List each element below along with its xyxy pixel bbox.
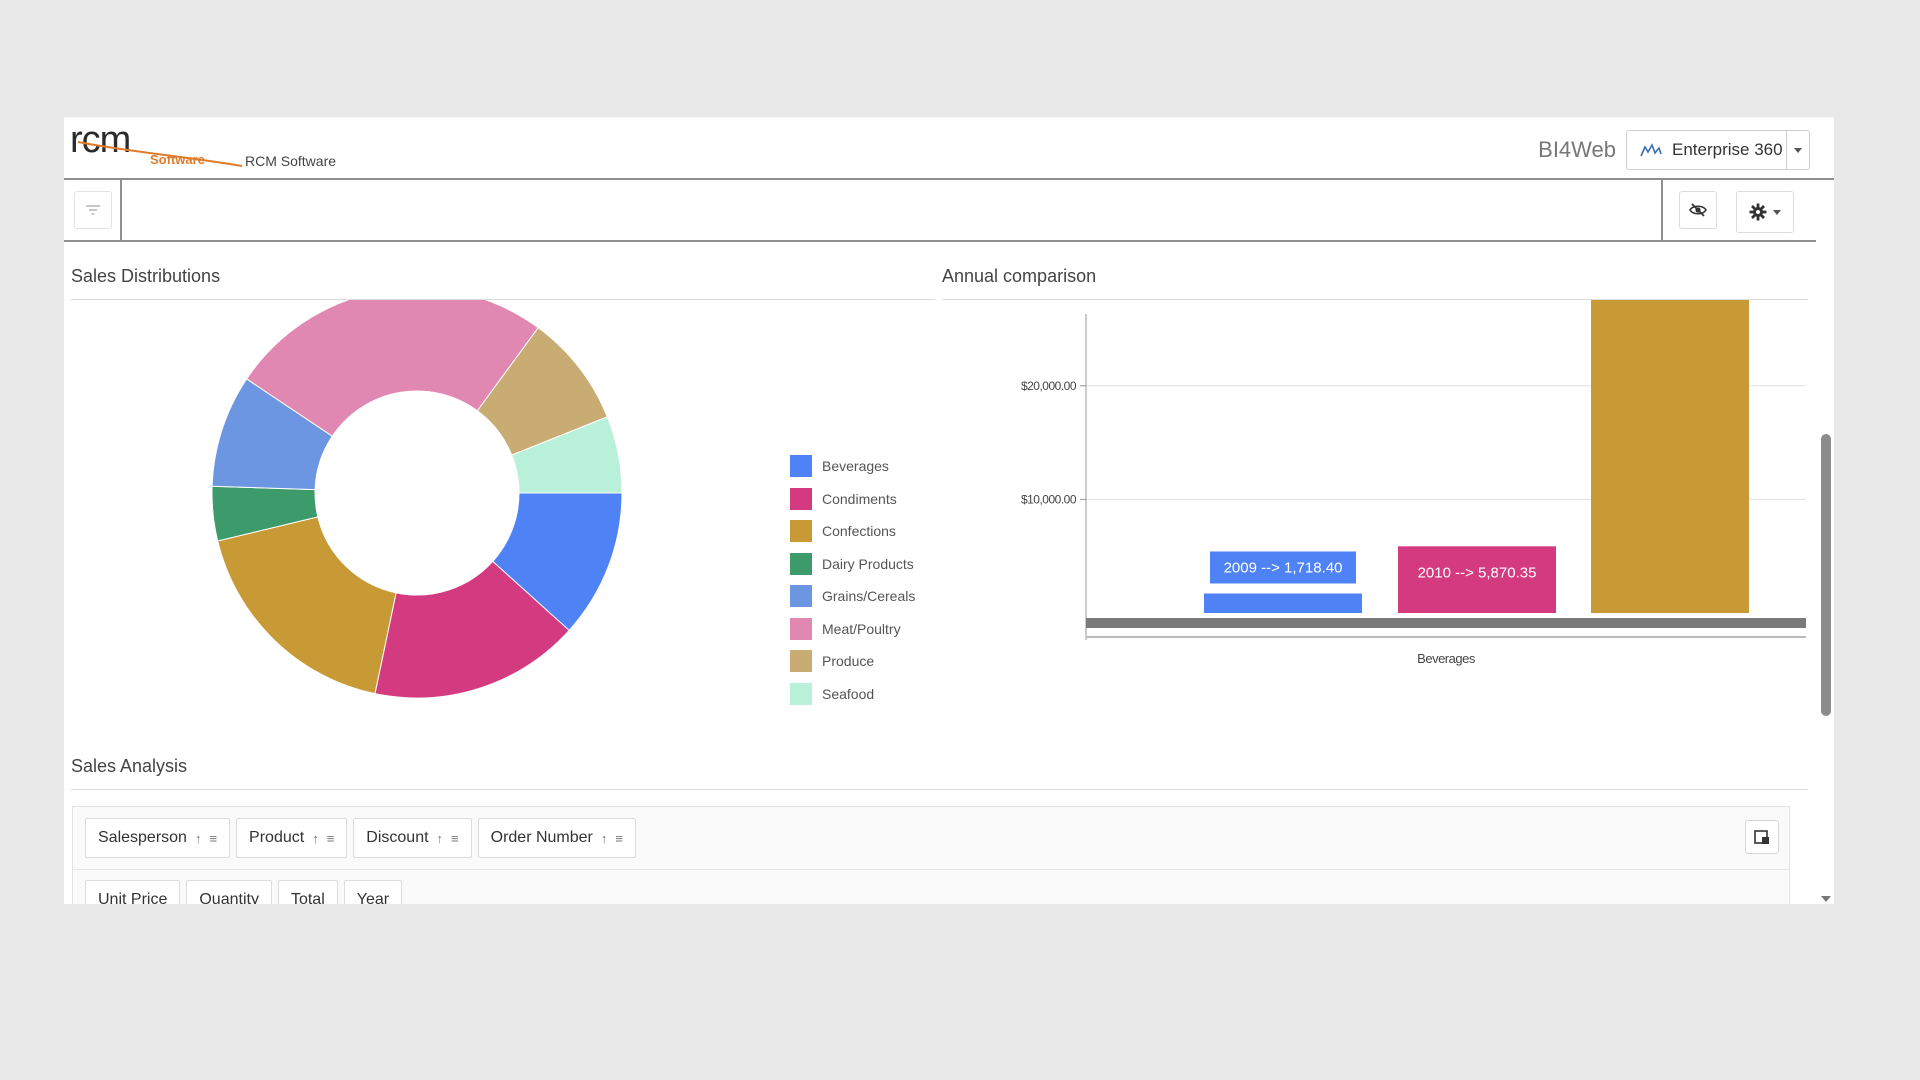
bar-2009[interactable] (1204, 593, 1362, 613)
scrollbar-thumb[interactable] (1821, 434, 1831, 716)
legend-swatch (790, 520, 812, 543)
legend-label: Meat/Poultry (822, 620, 901, 637)
vertical-scrollbar[interactable] (1818, 314, 1834, 904)
donut-slice-condiments[interactable] (374, 560, 570, 699)
field-chip-label: Quantity (199, 891, 259, 904)
filter-icon[interactable]: ≡ (209, 830, 218, 846)
filter-button[interactable] (74, 191, 112, 229)
settings-button[interactable] (1736, 191, 1794, 233)
app-selector-label: Enterprise 360 (1672, 140, 1783, 159)
field-chip-product[interactable]: Product ↑ ≡ (236, 818, 348, 858)
data-label: 2010 --> 5,870.35 (1418, 564, 1537, 581)
scroll-down-arrow[interactable] (1821, 896, 1831, 902)
hide-button[interactable] (1679, 191, 1717, 229)
field-chip-label: Discount (366, 829, 429, 846)
legend-label: Grains/Cereals (822, 588, 916, 605)
field-chip-total[interactable]: Total (277, 880, 338, 904)
gear-icon (1749, 203, 1767, 221)
legend-label: Produce (822, 653, 875, 670)
svg-text:Software: Software (150, 152, 205, 167)
pivot-fields-row: Unit Price Quantity Total Year (85, 880, 403, 904)
donut-slice-seafood[interactable] (511, 416, 623, 494)
header: rcm Software RCM Software BI4Web Enterpr… (64, 118, 1834, 180)
sort-icon[interactable]: ↑ (436, 830, 444, 846)
app-selector-dropdown[interactable] (1786, 131, 1809, 169)
legend-swatch (790, 487, 812, 510)
sort-icon[interactable]: ↑ (194, 830, 202, 846)
bar-2011[interactable] (1591, 300, 1749, 613)
donut-slice-meat-poultry[interactable] (245, 300, 539, 437)
legend-swatch (790, 585, 812, 608)
field-chip-label: Year (356, 891, 390, 904)
legend-item[interactable]: Beverages (790, 450, 915, 483)
filter-icon[interactable]: ≡ (451, 830, 459, 846)
toolbar-divider (1661, 180, 1663, 240)
sort-icon[interactable]: ↑ (600, 830, 608, 846)
pivot-divider (73, 869, 1789, 870)
annual-comparison-title: Annual comparison (942, 266, 1808, 300)
field-chip-quantity[interactable]: Quantity (186, 880, 272, 904)
legend-label: Beverages (822, 458, 889, 475)
y-tick-label: $20,000.00 (1021, 379, 1077, 393)
legend-label: Condiments (822, 490, 897, 507)
legend-swatch (790, 552, 812, 575)
field-chip-year[interactable]: Year (343, 880, 403, 904)
donut-legend: Beverages Condiments Confections Dairy Prod… (790, 450, 915, 710)
legend-swatch (790, 650, 812, 673)
field-chip-discount[interactable]: Discount ↑ ≡ (353, 818, 472, 858)
filter-icon (86, 205, 100, 215)
field-chip-salesperson[interactable]: Salesperson ↑ ≡ (85, 818, 231, 858)
legend-item[interactable]: Produce (790, 645, 915, 678)
legend-label: Confections (822, 523, 896, 540)
data-label: 2009 --> 1,718.40 (1224, 559, 1343, 576)
filter-icon[interactable]: ≡ (615, 830, 623, 846)
legend-swatch (790, 455, 812, 478)
field-chip-label: Salesperson (98, 829, 187, 846)
field-chip-label: Unit Price (98, 891, 168, 904)
legend-item[interactable]: Confections (790, 515, 915, 548)
chevron-down-icon (1794, 147, 1802, 153)
legend-item[interactable]: Dairy Products (790, 548, 915, 581)
legend-swatch (790, 617, 812, 640)
rcm-software-logo: rcm Software (70, 122, 243, 167)
toolbar-divider (120, 180, 122, 240)
sales-analysis-title: Sales Analysis (71, 756, 1808, 790)
app-window: rcm Software RCM Software BI4Web Enterpr… (64, 118, 1834, 904)
y-tick-label: $10,000.00 (1021, 492, 1077, 506)
export-button[interactable] (1745, 820, 1779, 854)
app-selector[interactable]: Enterprise 360 (1626, 130, 1810, 170)
field-chip-label: Total (290, 891, 325, 904)
field-chip-order-number[interactable]: Order Number ↑ ≡ (477, 818, 636, 858)
donut-slice-confections[interactable] (217, 516, 397, 695)
field-chip-label: Product (249, 829, 305, 846)
pivot-fields-row: Salesperson ↑ ≡ Product ↑ ≡ Discount ↑ ≡ Order Nu… (85, 818, 636, 858)
chevron-down-icon (1773, 209, 1781, 215)
eye-slash-icon (1689, 203, 1707, 217)
sort-icon[interactable]: ↑ (312, 830, 319, 846)
brand-name: BI4Web (1538, 137, 1616, 162)
x-axis-band (1086, 618, 1806, 628)
legend-label: Dairy Products (822, 555, 914, 572)
legend-item[interactable]: Seafood (790, 678, 915, 711)
analytics-icon (1640, 143, 1662, 157)
legend-swatch (790, 682, 812, 705)
filter-icon[interactable]: ≡ (326, 830, 335, 846)
legend-label: Seafood (822, 685, 875, 702)
legend-item[interactable]: Grains/Cereals (790, 580, 915, 613)
field-chip-label: Order Number (490, 829, 593, 846)
toolbar (64, 180, 1816, 242)
bar-2010[interactable] (1398, 546, 1556, 613)
data-label-box (1210, 551, 1356, 584)
company-name: RCM Software (245, 153, 337, 169)
legend-item[interactable]: Condiments (790, 483, 915, 516)
export-icon (1754, 830, 1769, 844)
sales-distribution-donut-chart (211, 300, 623, 699)
sales-distributions-title: Sales Distributions (71, 266, 935, 300)
legend-item[interactable]: Meat/Poultry (790, 613, 915, 646)
x-category-label: Beverages (1417, 651, 1476, 666)
pivot-grid: Salesperson ↑ ≡ Product ↑ ≡ Discount ↑ ≡ Order Nu… (72, 806, 1790, 904)
field-chip-unit-price[interactable]: Unit Price (85, 880, 181, 904)
